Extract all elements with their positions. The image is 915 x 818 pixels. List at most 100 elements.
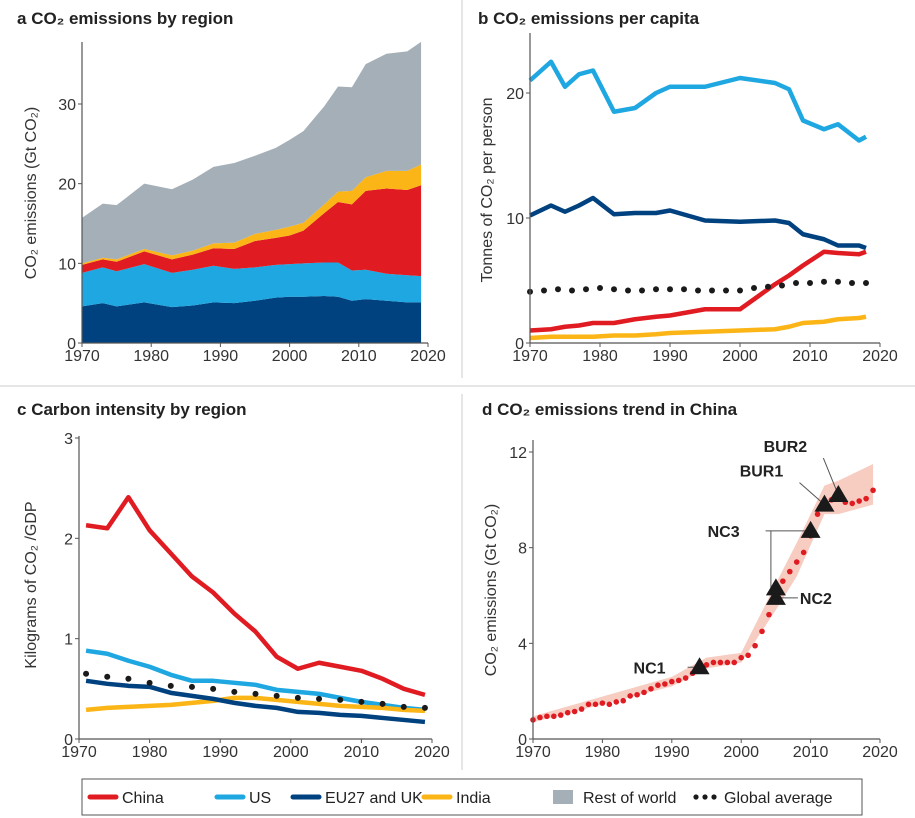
global-average-dot — [188, 683, 195, 690]
plot-area — [527, 59, 869, 341]
y-tick-label: 20 — [506, 86, 524, 103]
panel-title-text: CO₂ emissions trend in China — [497, 400, 737, 419]
plot-area — [82, 41, 422, 343]
data-point — [793, 559, 800, 565]
global-average-dot — [793, 280, 799, 286]
data-point — [745, 652, 751, 659]
data-point — [599, 700, 606, 706]
x-tick-label: 1990 — [654, 744, 690, 761]
line-us — [85, 648, 426, 713]
data-point — [870, 487, 876, 494]
triangle-marker — [765, 578, 786, 596]
x-tick-label: 1990 — [203, 348, 239, 365]
data-point — [571, 708, 578, 715]
x-tick-label: 1980 — [132, 744, 168, 761]
line-us — [528, 59, 868, 143]
legend-swatch — [553, 790, 573, 804]
global-average-dot — [863, 280, 869, 286]
annotation-label: BUR1 — [740, 464, 784, 481]
y-tick-label: 4 — [518, 636, 527, 653]
x-tick-label: 1970 — [64, 348, 100, 365]
data-point — [738, 654, 744, 661]
global-average-dot — [779, 282, 785, 289]
data-point — [537, 714, 543, 721]
data-point — [759, 628, 765, 635]
annotation-bur2: BUR2 — [764, 439, 849, 503]
global-average-dot — [625, 287, 631, 294]
global-average-dot — [751, 285, 757, 291]
line-india — [529, 314, 867, 341]
data-point — [578, 706, 585, 712]
y-axis-label: Kilograms of CO₂ /GDP — [23, 501, 40, 668]
global-average-dot — [400, 703, 407, 710]
y-tick-label: 10 — [58, 256, 76, 273]
x-tick-label: 2020 — [862, 744, 898, 761]
legend-item-us: US — [214, 790, 271, 807]
global-average-dot — [421, 704, 428, 711]
x-tick-label: 2020 — [862, 348, 898, 365]
legend-label: EU27 and UK — [325, 790, 423, 807]
data-point — [641, 689, 647, 696]
global-average-dot — [337, 696, 344, 703]
y-tick-label: 10 — [506, 211, 524, 228]
legend-label: India — [456, 790, 491, 807]
global-average-dot — [273, 692, 280, 699]
legend-dot — [702, 794, 708, 800]
legend: China US EU27 and UK India Rest of world Glob… — [81, 778, 863, 816]
y-tick-label: 12 — [509, 445, 527, 462]
global-average-dot — [541, 287, 547, 294]
global-average-dot — [821, 278, 827, 285]
triangle-marker — [800, 520, 821, 538]
global-average-dot — [681, 286, 687, 293]
annotation-nc3: NC3 — [708, 520, 821, 596]
panel-title: d CO₂ emissions trend in China — [482, 400, 738, 419]
annotation-nc2: NC2 — [765, 587, 832, 608]
y-tick-label: 2 — [64, 531, 73, 548]
data-point — [703, 662, 710, 668]
global-average-dot — [611, 286, 617, 293]
data-point — [717, 659, 724, 666]
global-average-dot — [765, 283, 771, 290]
x-tick-label: 2010 — [793, 744, 829, 761]
x-tick-label: 1970 — [515, 744, 551, 761]
global-average-dot — [146, 679, 153, 686]
x-tick-label: 2000 — [273, 744, 309, 761]
panel-title: a CO₂ emissions by region — [17, 9, 233, 28]
global-average-dot — [835, 278, 841, 285]
global-average-dot — [639, 287, 645, 294]
global-average-dot — [723, 287, 729, 294]
data-point — [620, 697, 627, 704]
global-average-dot — [316, 695, 323, 702]
leader-line — [822, 457, 839, 496]
panel-b: b CO₂ emissions per capita Tonnes of CO₂ … — [478, 9, 898, 365]
plot-area — [83, 494, 428, 725]
x-tick-label: 2000 — [723, 744, 759, 761]
global-average-dot — [231, 688, 238, 695]
global-average-dot — [104, 673, 111, 680]
legend-label: China — [122, 790, 164, 807]
panel-title-text: CO₂ emissions by region — [31, 9, 233, 28]
area-rest-of-world — [82, 41, 422, 264]
panel-title-text: CO₂ emissions per capita — [493, 9, 700, 28]
x-tick-label: 1980 — [582, 348, 618, 365]
data-point — [585, 701, 592, 708]
y-axis-label: Tonnes of CO₂ per person — [479, 98, 496, 283]
data-point — [564, 709, 571, 716]
legend-label: US — [249, 790, 271, 807]
data-point — [648, 685, 654, 692]
x-tick-label: 2020 — [414, 744, 450, 761]
data-point — [634, 691, 640, 698]
y-tick-label: 0 — [67, 336, 76, 353]
line-china — [85, 494, 426, 698]
global-average-dot — [737, 287, 743, 294]
y-tick-label: 8 — [518, 541, 527, 558]
data-point — [655, 682, 661, 688]
global-average-dot — [125, 675, 132, 682]
legend-item-eu27-and-uk: EU27 and UK — [290, 790, 423, 807]
data-point — [675, 677, 682, 684]
global-average-dot — [849, 280, 855, 286]
area-us — [82, 262, 422, 308]
legend-label: Global average — [724, 790, 833, 807]
global-average-dot — [653, 286, 659, 293]
data-point — [627, 693, 633, 699]
